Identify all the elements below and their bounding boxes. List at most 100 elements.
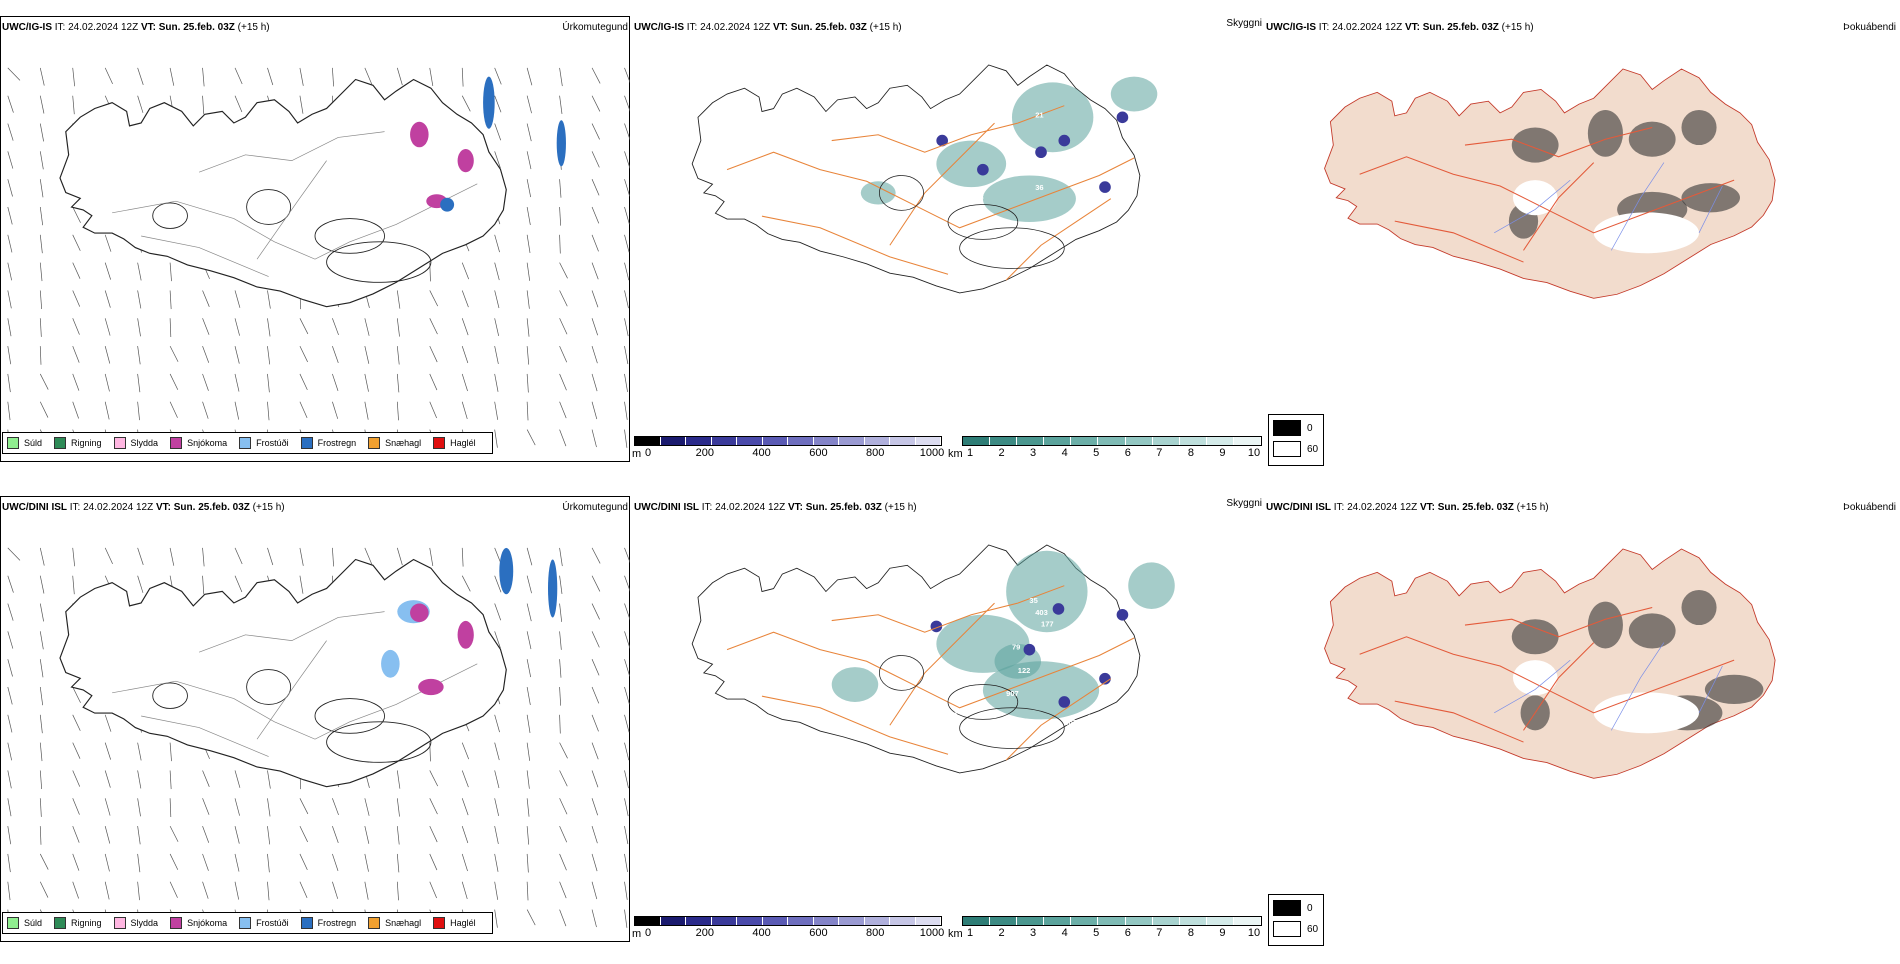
panel-type-label: Úrkomutegund <box>562 502 628 513</box>
colorbar-tick: 600 <box>809 927 828 939</box>
legend-label: Slydda <box>130 918 159 928</box>
colorbar-unit: m <box>632 448 642 460</box>
cloud-base-label: 139 <box>1099 244 1112 253</box>
cloud-base-label: 177 <box>1041 619 1054 628</box>
colorbar-tick: 3 <box>1030 927 1037 939</box>
legend-swatch <box>170 437 183 449</box>
legend-item: Snæhagl <box>368 917 421 929</box>
legend-item: Snæhagl <box>368 437 421 449</box>
panel-type-label: Skyggni <box>1226 18 1262 29</box>
precip-legend: Súld Rigning Slydda Snjókoma Frostúði Frostre… <box>2 912 493 934</box>
cloud-base-label: 22 <box>890 678 898 687</box>
legend-label: Haglél <box>450 438 476 448</box>
cloud-base-label: 403 <box>1035 608 1048 617</box>
forecast-title: UWC/IG-IS IT: 24.02.2024 12Z VT: Sun. 25… <box>2 22 270 33</box>
precip-map <box>7 547 630 929</box>
colorbar-tick: 400 <box>752 447 771 459</box>
cloud-base-label: 46 <box>1024 163 1032 172</box>
legend-label: Rigning <box>71 918 102 928</box>
legend-item: Slydda <box>113 437 158 449</box>
forecast-title: UWC/DINI ISL IT: 24.02.2024 12Z VT: Sun.… <box>634 502 917 513</box>
visibility-panel: 21 34 97 162 46 36 222 201 139 UWC/IG-IS IT: 24.0… <box>632 14 1264 484</box>
legend-label: Súld <box>24 438 43 448</box>
colorbar-tick: 1 <box>966 927 974 939</box>
colorbar-tick: 3 <box>1030 447 1037 459</box>
legend-swatch <box>7 437 19 449</box>
precip-type-panel: UWC/IG-IS IT: 24.02.2024 12Z VT: Sun. 25… <box>0 14 632 484</box>
legend-swatch <box>54 437 67 449</box>
colorbar-tick: 9 <box>1219 447 1226 459</box>
legend-item: Frostregn <box>300 437 356 449</box>
cloud-base-label: 907 <box>1006 689 1019 698</box>
panel-type-label: Úrkomutegund <box>562 22 628 33</box>
fog-map <box>1324 548 1776 779</box>
legend-swatch <box>170 917 183 929</box>
legend-item: Haglél <box>433 437 476 449</box>
cloud-base-label: 162 <box>1053 151 1066 160</box>
legend-swatch <box>433 917 446 929</box>
colorbar-tick: 2 <box>998 927 1005 939</box>
visibility-colorbar: 1 2 3 4 5 6 7 8 9 10 km <box>948 916 1262 942</box>
forecast-title: UWC/DINI ISL IT: 24.02.2024 12Z VT: Sun.… <box>1266 502 1549 513</box>
fog-legend-swatch <box>1273 921 1301 937</box>
legend-item: Rigning <box>54 437 102 449</box>
legend-swatch <box>54 917 67 929</box>
legend-item: Frostregn <box>300 917 357 929</box>
colorbar-tick: 8 <box>1187 927 1194 939</box>
cloud-base-label: 36 <box>1128 602 1136 611</box>
legend-label: Snæhagl <box>385 438 422 448</box>
fog-indicator-panel: UWC/IG-IS IT: 24.02.2024 12Z VT: Sun. 25… <box>1264 14 1900 484</box>
precip-map <box>7 67 630 449</box>
colorbar-tick: 0 <box>644 447 652 459</box>
fog-legend: 0 60 <box>1268 894 1324 946</box>
colorbar-tick: 7 <box>1156 927 1163 939</box>
cloud-base-label: 434 <box>965 678 978 687</box>
legend-swatch <box>300 437 313 449</box>
vis-map: 35 36 403 177 79 122 434 907 22 71 182 159 307 <box>691 544 1175 774</box>
cloud-base-label: 222 <box>971 192 984 201</box>
cloud-base-label: 307 <box>1064 718 1077 727</box>
legend-item: Haglél <box>433 917 476 929</box>
colorbar-tick: 6 <box>1124 927 1131 939</box>
forecast-title: UWC/IG-IS IT: 24.02.2024 12Z VT: Sun. 25… <box>634 22 902 33</box>
legend-label: Frostregn <box>317 918 357 928</box>
fog-legend-label: 60 <box>1307 923 1319 935</box>
colorbar-tick: 1 <box>966 447 974 459</box>
legend-swatch <box>113 917 126 929</box>
cloud-base-label: 159 <box>1088 712 1101 721</box>
legend-label: Snæhagl <box>385 918 422 928</box>
colorbar-tick: 7 <box>1156 447 1163 459</box>
fog-indicator-panel: UWC/DINI ISL IT: 24.02.2024 12Z VT: Sun.… <box>1264 494 1900 964</box>
legend-label: Frostúði <box>256 918 289 928</box>
legend-item: Frostúði <box>239 437 289 449</box>
cloud-base-label: 201 <box>960 209 973 218</box>
legend-item: Rigning <box>54 917 102 929</box>
colorbar-tick: 4 <box>1061 447 1068 459</box>
colorbar-tick: 400 <box>752 927 771 939</box>
panel-type-label: Þokuábendi <box>1843 502 1896 513</box>
fog-map <box>1324 68 1776 299</box>
legend-item: Súld <box>7 437 42 449</box>
legend-swatch <box>239 917 252 929</box>
vis-map: 21 34 97 162 46 36 222 201 139 <box>691 64 1158 294</box>
legend-label: Rigning <box>71 438 102 448</box>
colorbar-tick: 600 <box>809 447 828 459</box>
colorbar-tick: 200 <box>695 447 714 459</box>
colorbar-tick: 0 <box>644 927 652 939</box>
legend-swatch <box>239 437 252 449</box>
fog-legend-swatch <box>1273 900 1301 916</box>
forecast-title: UWC/IG-IS IT: 24.02.2024 12Z VT: Sun. 25… <box>1266 22 1534 33</box>
precip-legend: Súld Rigning Slydda Snjókoma Frostúði Frostre… <box>2 432 493 454</box>
legend-swatch <box>7 917 19 929</box>
legend-label: Súld <box>24 918 43 928</box>
cloud-base-label: 36 <box>1035 183 1043 192</box>
legend-swatch <box>113 437 126 449</box>
fog-legend-swatch <box>1273 420 1301 436</box>
precip-type-panel: UWC/DINI ISL IT: 24.02.2024 12Z VT: Sun.… <box>0 494 632 964</box>
legend-item: Snjókoma <box>170 437 227 449</box>
map-frame <box>0 496 630 942</box>
cloud-base-label: 97 <box>1018 145 1026 154</box>
colorbar-tick: 800 <box>866 447 885 459</box>
legend-label: Snjókoma <box>187 438 228 448</box>
colorbar-tick: 10 <box>1247 927 1261 939</box>
